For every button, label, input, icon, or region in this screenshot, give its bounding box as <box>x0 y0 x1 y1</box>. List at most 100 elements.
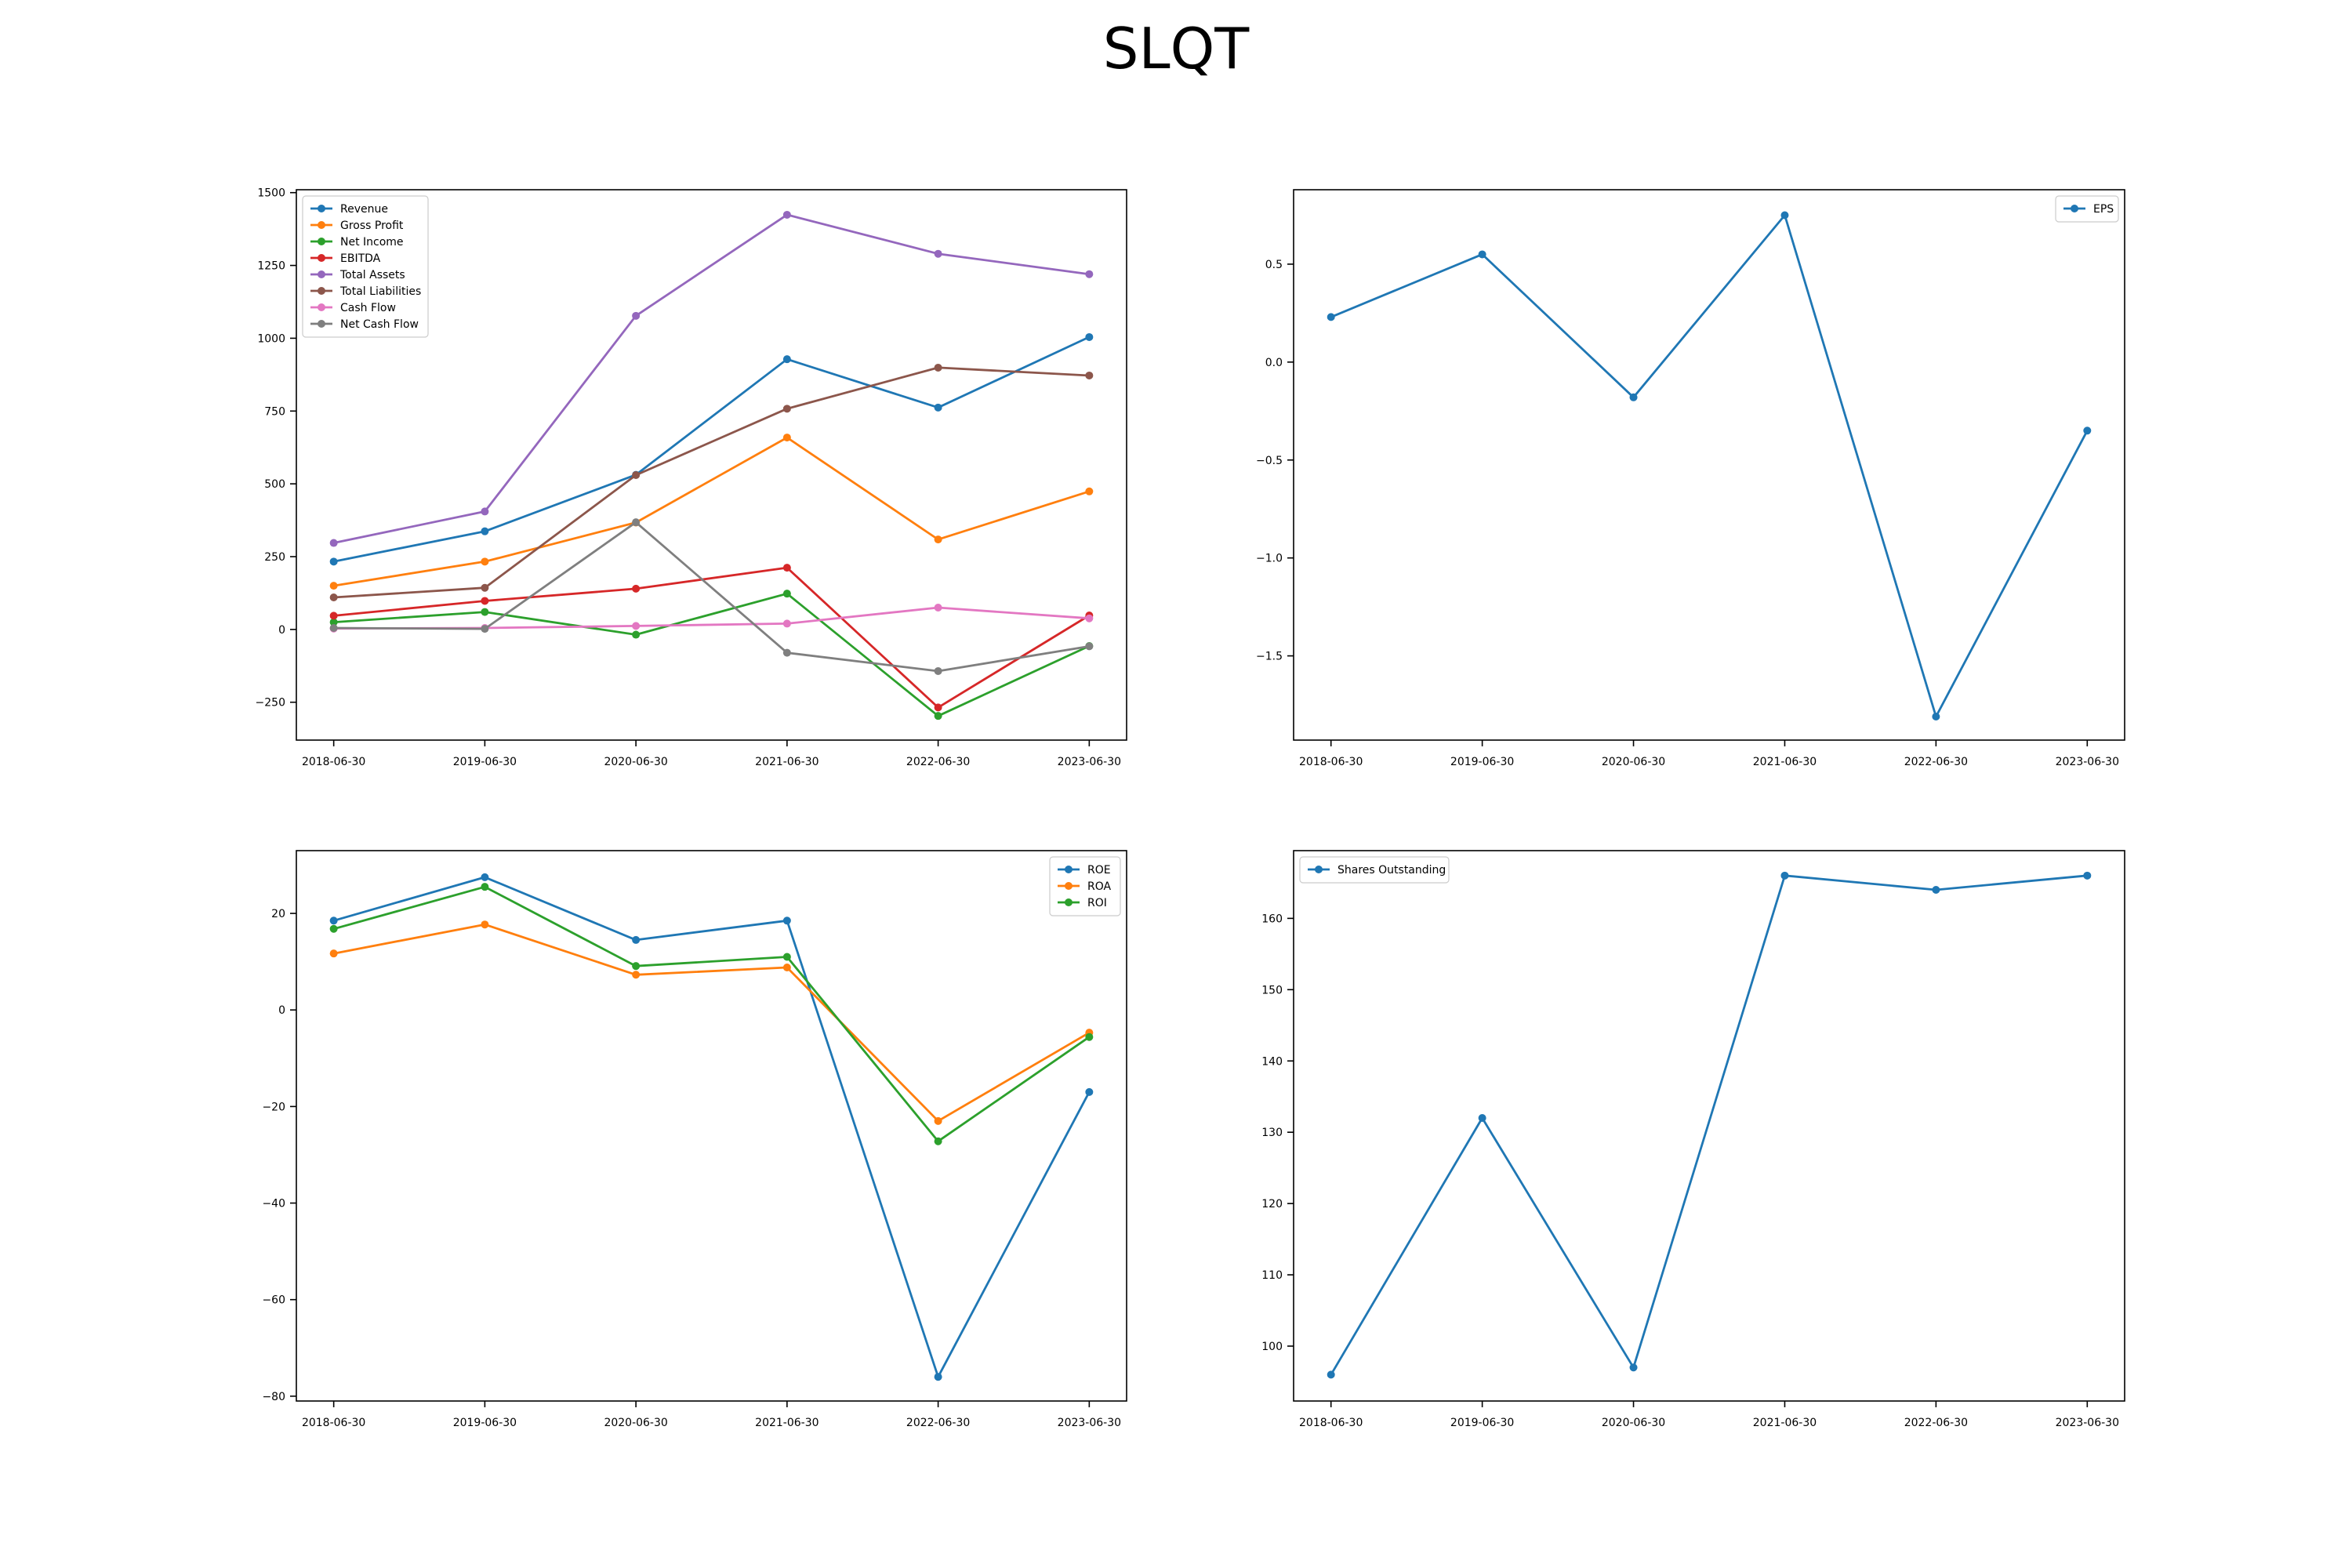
legend-marker <box>1065 882 1073 890</box>
data-point <box>782 564 791 572</box>
y-tick-label: 130 <box>1261 1127 1283 1139</box>
x-tick-label: 2019-06-30 <box>453 756 517 768</box>
y-tick-label: −1.5 <box>1256 651 1283 663</box>
y-tick-label: 140 <box>1261 1055 1283 1068</box>
data-point <box>632 935 641 944</box>
data-point <box>1932 713 1940 721</box>
legend <box>1299 856 1450 884</box>
legend-label: ROI <box>1087 897 1107 909</box>
data-point <box>329 618 338 626</box>
data-point <box>934 703 942 712</box>
data-point <box>934 1116 942 1125</box>
y-tick-label: 100 <box>1261 1341 1283 1353</box>
data-point <box>934 535 942 544</box>
data-point <box>934 1137 942 1145</box>
data-point <box>329 949 338 958</box>
data-point <box>1085 270 1094 278</box>
data-point <box>934 604 942 612</box>
data-point <box>782 405 791 413</box>
data-point <box>934 712 942 720</box>
x-tick-label: 2020-06-30 <box>604 1417 667 1429</box>
data-point <box>1478 250 1486 259</box>
y-tick-label: −1.0 <box>1256 553 1283 565</box>
x-tick-label: 2021-06-30 <box>755 756 818 768</box>
series-line <box>333 336 1090 563</box>
data-point <box>782 648 791 657</box>
y-tick-label: 150 <box>1261 984 1283 996</box>
data-point <box>782 355 791 364</box>
x-tick-label: 2022-06-30 <box>1904 756 1968 768</box>
data-point <box>1780 871 1789 880</box>
x-tick-label: 2018-06-30 <box>302 1417 365 1429</box>
data-point <box>1085 1087 1094 1096</box>
y-tick-label: 110 <box>1261 1269 1283 1282</box>
data-point <box>782 964 791 972</box>
chart-shares: 2018-06-30 2019-06-30 2020-06-30 2021-06-30… <box>1261 850 2125 1429</box>
data-point <box>329 557 338 566</box>
y-tick-label: 120 <box>1261 1198 1283 1210</box>
x-tick-label: 2022-06-30 <box>1904 1417 1968 1429</box>
x-tick-label: 2020-06-30 <box>1602 1417 1665 1429</box>
y-tick-label: 1250 <box>257 260 285 273</box>
x-tick-label: 2022-06-30 <box>906 1417 970 1429</box>
x-tick-label: 2023-06-30 <box>2056 756 2119 768</box>
data-point <box>481 597 489 605</box>
data-point <box>1780 211 1789 220</box>
data-point <box>934 363 942 372</box>
legend-label: Total Liabilities <box>339 285 421 298</box>
data-point <box>1085 614 1094 622</box>
plot-frame <box>1293 189 2125 741</box>
x-tick-label: 2023-06-30 <box>1058 756 1121 768</box>
data-point <box>329 582 338 590</box>
data-point <box>2083 871 2092 880</box>
legend-label: Cash Flow <box>340 302 396 314</box>
series-line <box>333 876 1091 1378</box>
data-point <box>632 518 641 527</box>
data-point <box>632 962 641 971</box>
data-point <box>1629 393 1638 401</box>
y-tick-label: 0.5 <box>1265 259 1283 271</box>
legend-marker <box>318 254 325 262</box>
x-tick-label: 2019-06-30 <box>453 1417 517 1429</box>
data-point <box>1085 371 1094 379</box>
legend-marker <box>2071 205 2078 212</box>
data-point <box>329 539 338 547</box>
x-tick-label: 2023-06-30 <box>1058 1417 1121 1429</box>
x-tick-label: 2018-06-30 <box>1299 1417 1363 1429</box>
plot-frame <box>296 189 1127 741</box>
y-tick-label: 500 <box>264 478 285 491</box>
figure-title: SLQT <box>1102 16 1250 82</box>
series-line <box>333 923 1091 1123</box>
x-tick-label: 2021-06-30 <box>755 1417 818 1429</box>
y-tick-label: 160 <box>1261 913 1283 925</box>
y-tick-label: −60 <box>262 1294 285 1307</box>
data-point <box>934 1373 942 1381</box>
data-point <box>632 311 641 320</box>
chart-eps: 2018-06-30 2019-06-30 2020-06-30 2021-06-30… <box>1256 189 2125 768</box>
data-point <box>2083 426 2092 435</box>
series-line <box>333 436 1090 587</box>
legend-label: Net Cash Flow <box>340 318 419 331</box>
x-tick-label: 2019-06-30 <box>1450 1417 1514 1429</box>
x-tick-label: 2019-06-30 <box>1450 756 1514 768</box>
data-point <box>632 584 641 593</box>
data-point <box>1629 1363 1638 1372</box>
data-point <box>329 593 338 601</box>
series-line <box>1330 214 2089 718</box>
y-tick-label: 0 <box>278 1004 285 1017</box>
y-tick-label: −250 <box>256 697 285 710</box>
y-tick-label: −20 <box>262 1101 285 1113</box>
legend-marker <box>318 205 325 212</box>
data-point <box>1327 313 1335 321</box>
legend-label: EBITDA <box>340 252 381 265</box>
data-point <box>481 883 489 891</box>
data-point <box>1085 332 1094 341</box>
x-tick-label: 2020-06-30 <box>1602 756 1665 768</box>
legend-marker <box>318 270 325 278</box>
y-tick-label: 250 <box>264 551 285 564</box>
legend-label: Total Assets <box>339 269 405 281</box>
legend-marker <box>1315 866 1323 873</box>
legend-marker <box>1065 866 1073 873</box>
legend-marker <box>318 303 325 311</box>
